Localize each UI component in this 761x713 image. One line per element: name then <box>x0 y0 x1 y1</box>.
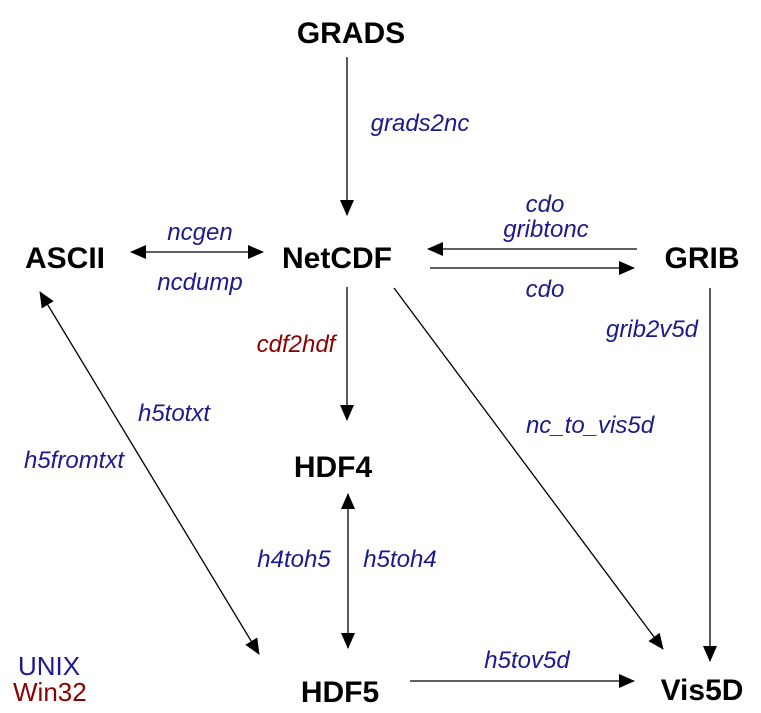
edge-ascii-hdf5-bidirectional <box>39 291 260 655</box>
tool-h5totxt: h5totxt <box>138 400 211 427</box>
tool-cdo-grib-to-netcdf: cdo <box>526 191 565 218</box>
node-grads: GRADS <box>297 17 405 50</box>
tool-nc-to-vis5d: nc_to_vis5d <box>526 412 655 439</box>
tool-ncgen: ncgen <box>167 219 232 246</box>
tool-cdo-netcdf-to-grib: cdo <box>526 276 565 303</box>
tool-grads2nc: grads2nc <box>371 110 470 137</box>
tool-gribtonc: gribtonc <box>503 216 588 243</box>
legend-win32-label: Win32 <box>13 677 87 707</box>
legend-unix-label: UNIX <box>18 651 80 681</box>
edge-netcdf-to-vis5d <box>393 287 664 650</box>
tool-h5fromtxt: h5fromtxt <box>24 447 125 474</box>
tool-h5tov5d: h5tov5d <box>484 647 570 674</box>
node-grib: GRIB <box>665 242 740 275</box>
tool-h5toh4: h5toh4 <box>363 546 436 573</box>
node-ascii: ASCII <box>25 242 105 275</box>
tool-cdf2hdf: cdf2hdf <box>257 331 338 358</box>
node-vis5d: Vis5D <box>661 674 744 707</box>
tool-h4toh5: h4toh5 <box>257 546 331 573</box>
node-hdf5: HDF5 <box>301 676 379 709</box>
node-netcdf: NetCDF <box>282 242 392 275</box>
tool-grib2v5d: grib2v5d <box>606 316 699 343</box>
node-hdf4: HDF4 <box>294 451 373 484</box>
tool-ncdump: ncdump <box>157 269 242 296</box>
